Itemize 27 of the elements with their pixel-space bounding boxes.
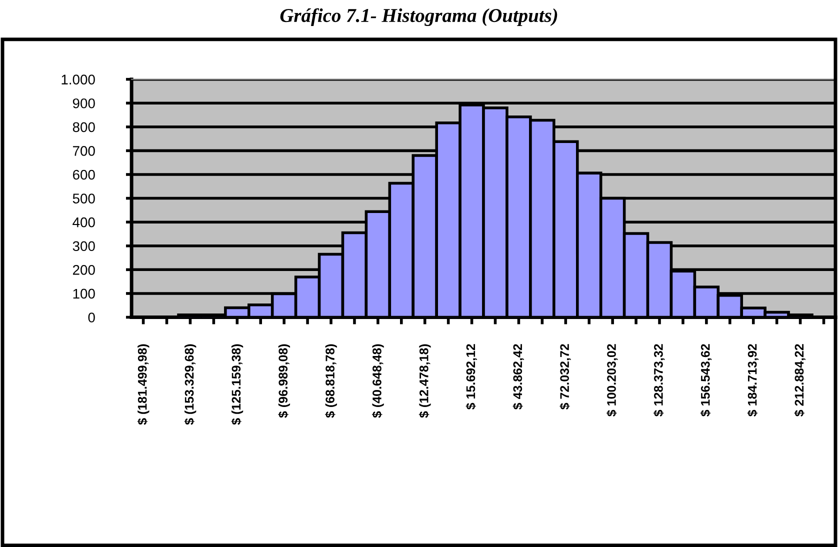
- x-tick-label: $ (12.478,18): [418, 344, 431, 418]
- y-tick-label: 0: [88, 312, 95, 322]
- x-tick-label: $ (125.159,38): [231, 344, 244, 425]
- y-tick-label: 300: [72, 241, 95, 252]
- x-tick-label: $ (40.648,48): [372, 344, 384, 418]
- x-tick-label: $ (181.499,98): [137, 344, 150, 425]
- y-tick-label: 1.000: [62, 74, 95, 84]
- y-tick-label: 500: [72, 194, 95, 204]
- y-tick-label: 900: [72, 98, 95, 108]
- y-tick-label: 200: [72, 265, 95, 275]
- x-tick-label: $ 100.203,02: [606, 344, 618, 416]
- y-tick-label: 700: [72, 146, 95, 156]
- y-tick-label: 600: [72, 170, 95, 180]
- x-tick-label: $ (96.989,08): [278, 344, 290, 418]
- chart-title: Gráfico 7.1- Histograma (Outputs): [280, 8, 558, 26]
- x-tick-label: $ 156.543,62: [700, 344, 712, 416]
- x-tick-label: $ 212.884,22: [794, 344, 806, 416]
- y-tick-label: 400: [72, 217, 95, 228]
- x-tick-label: $ (153.329,68): [184, 344, 196, 425]
- x-tick-label: $ 128.373,32: [653, 344, 665, 416]
- y-tick-label: 800: [72, 122, 95, 132]
- x-tick-label: $ 43.862,42: [512, 344, 524, 410]
- x-tick-label: $ 184.713,92: [747, 344, 759, 416]
- x-tick-label: $ (68.818,78): [325, 344, 337, 418]
- x-tick-label: $ 15.692,12: [466, 344, 477, 410]
- y-tick-label: 100: [73, 288, 95, 299]
- x-tick-label: $ 72.032,72: [560, 344, 571, 410]
